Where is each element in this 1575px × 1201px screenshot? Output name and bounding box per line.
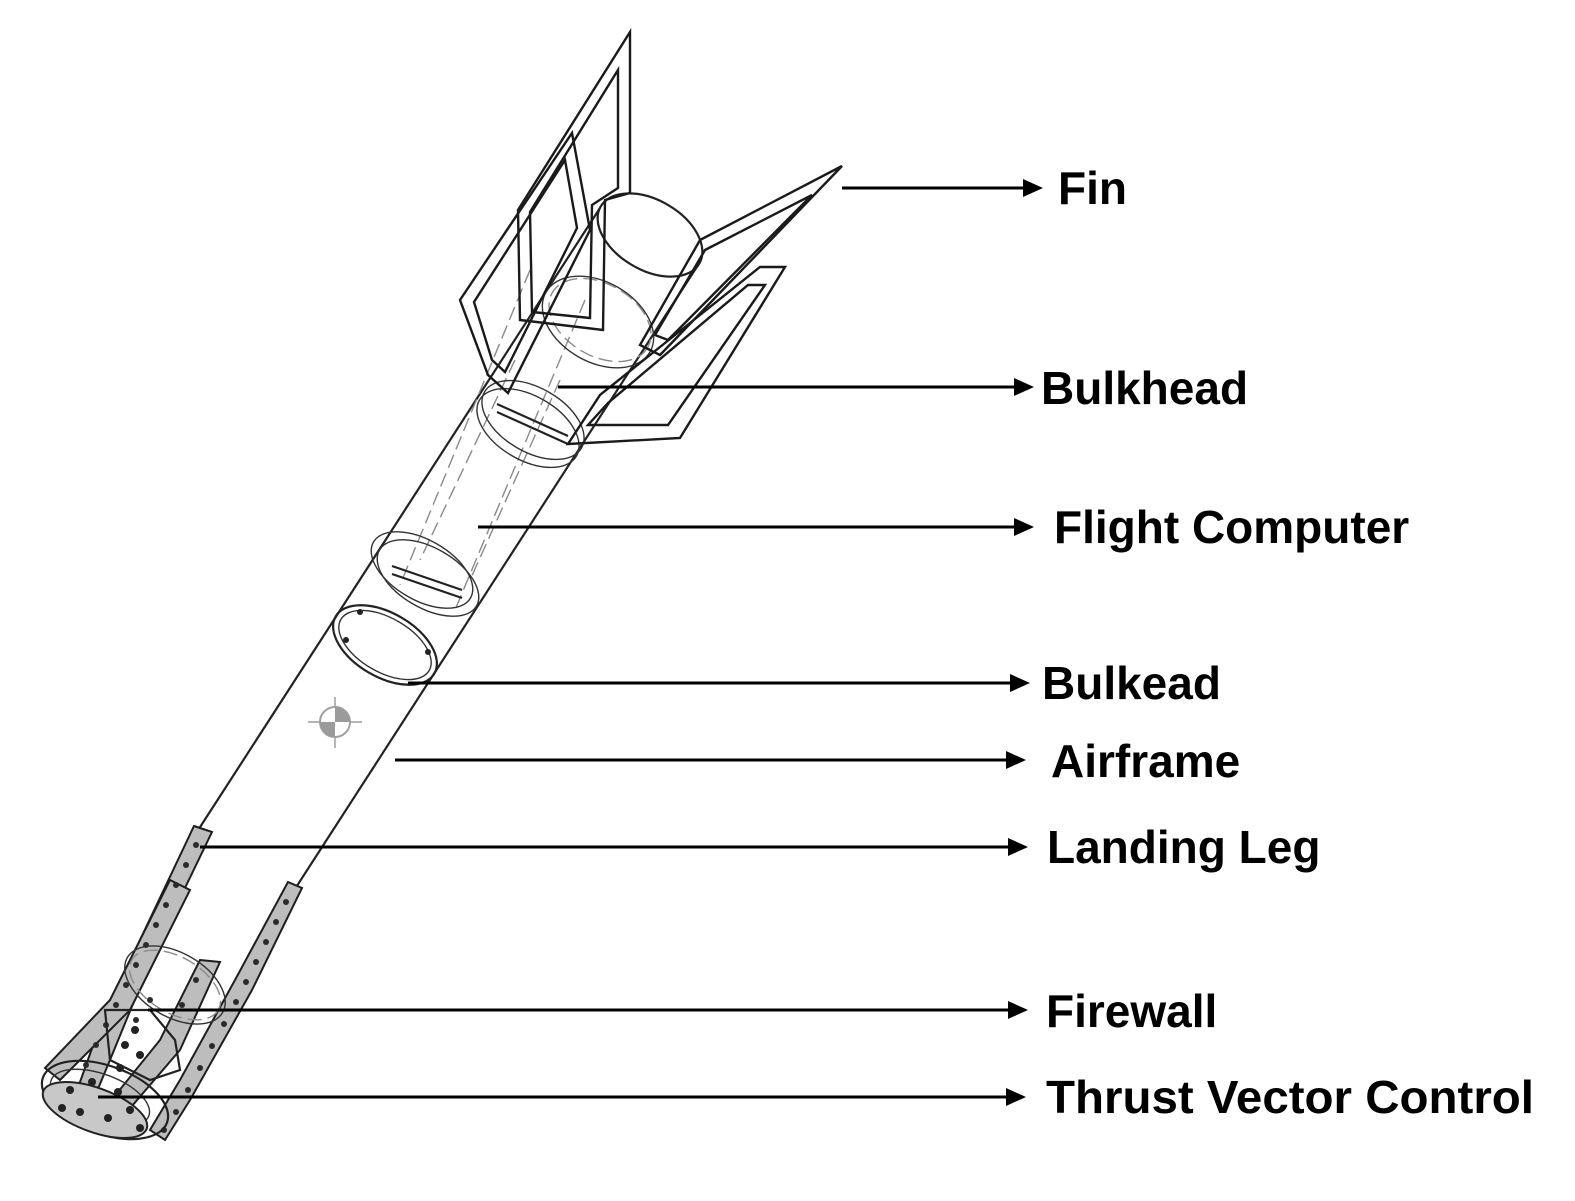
arrowhead-icon — [1008, 1001, 1028, 1019]
flight-computer-plate — [370, 531, 480, 617]
lower-bulkhead-ring — [332, 604, 438, 686]
thrust-vector-control-assembly — [40, 1059, 170, 1141]
arrowhead-icon — [1008, 838, 1028, 856]
label-thrust-vector-control: Thrust Vector Control — [1046, 1071, 1534, 1123]
label-airframe: Airframe — [1051, 735, 1240, 787]
callout-thrust-vector-control: Thrust Vector Control — [98, 1071, 1534, 1123]
leg-hatching — [83, 842, 289, 1133]
callout-bulkhead-upper: Bulkhead — [558, 362, 1248, 414]
callout-bulkead-lower: Bulkead — [408, 657, 1221, 709]
callout-landing-leg: Landing Leg — [200, 821, 1320, 873]
callout-fin: Fin — [842, 162, 1127, 214]
callout-firewall: Firewall — [148, 985, 1217, 1037]
arrowhead-icon — [1010, 674, 1030, 692]
arrowhead-icon — [1014, 378, 1034, 396]
fin-set — [458, 27, 843, 446]
arrowhead-icon — [1014, 518, 1034, 536]
callout-airframe: Airframe — [395, 735, 1240, 787]
arrowhead-icon — [1006, 1088, 1026, 1106]
arrowhead-icon — [1023, 179, 1043, 197]
rocket-illustration — [40, 27, 843, 1142]
upper-bulkhead — [476, 379, 585, 469]
label-landing-leg: Landing Leg — [1047, 821, 1320, 873]
center-of-gravity-icon — [308, 697, 362, 748]
arrowhead-icon — [1006, 751, 1026, 769]
label-fin: Fin — [1058, 162, 1127, 214]
label-bulkhead-upper: Bulkhead — [1041, 362, 1248, 414]
label-firewall: Firewall — [1046, 985, 1217, 1037]
label-bulkead-lower: Bulkead — [1042, 657, 1221, 709]
callout-flight-computer: Flight Computer — [478, 501, 1409, 553]
label-flight-computer: Flight Computer — [1054, 501, 1409, 553]
callouts: Fin Bulkhead Flight Computer Bulkead Air… — [98, 162, 1534, 1123]
